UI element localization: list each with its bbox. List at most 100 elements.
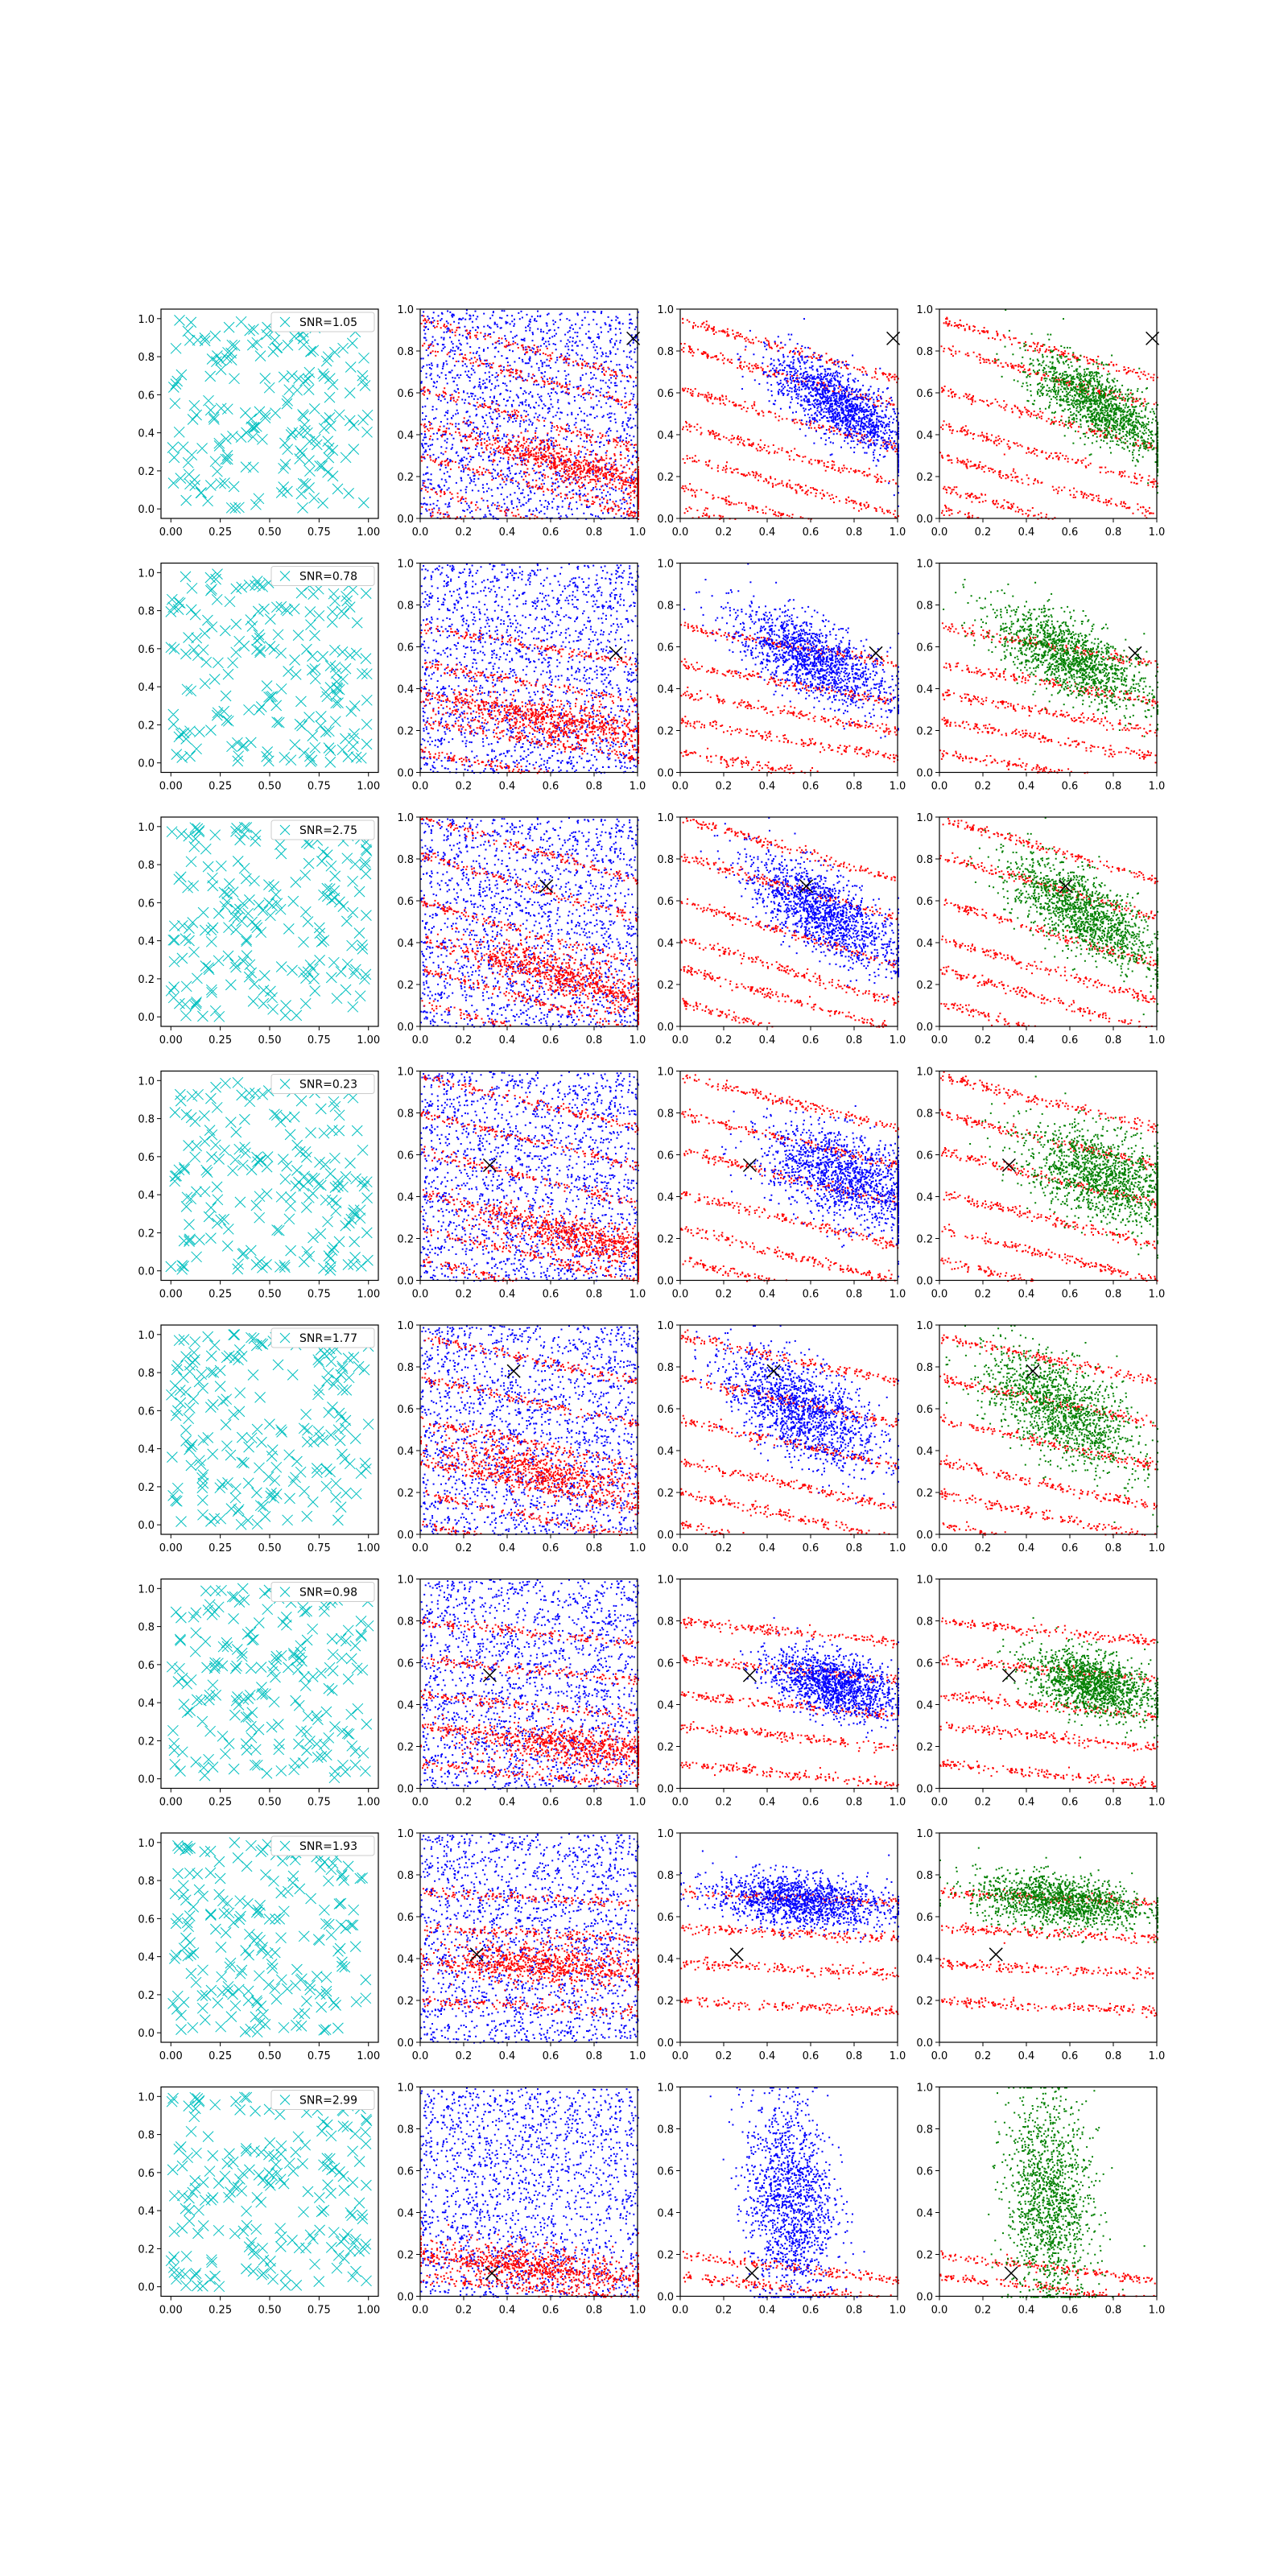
y-tick-label: 0.6 xyxy=(397,896,414,908)
y-tick-label: 0.6 xyxy=(657,1658,674,1670)
x-markers xyxy=(165,2091,374,2293)
y-tick-label: 0.4 xyxy=(916,1954,933,1966)
y-tick-label: 0.0 xyxy=(138,504,155,516)
x-tick-label: 0.2 xyxy=(456,2050,473,2062)
x-tick-label: 0.6 xyxy=(803,1542,819,1554)
x-marker xyxy=(469,1947,484,1962)
green-points xyxy=(989,1616,1158,1739)
x-tick-label: 1.00 xyxy=(357,1289,380,1301)
axes-frame xyxy=(160,1324,379,1535)
x-tick-label: 0.0 xyxy=(412,2050,429,2062)
y-tick-label: 0.4 xyxy=(138,1190,155,1202)
x-tick-label: 0.6 xyxy=(1062,2305,1079,2317)
y-tick-label: 0.2 xyxy=(916,1234,933,1246)
y-tick-label: 0.0 xyxy=(657,768,674,780)
legend-label: SNR=0.78 xyxy=(299,571,357,584)
x-tick-label: 0.0 xyxy=(931,2305,948,2317)
plot-area xyxy=(420,2087,638,2297)
red-cluster xyxy=(426,923,639,1026)
legend-label: SNR=1.05 xyxy=(299,316,357,329)
x-marker xyxy=(1026,1364,1040,1378)
legend: SNR=1.93 xyxy=(270,1835,375,1856)
x-tick-label: 0.2 xyxy=(456,1034,473,1046)
panel-row7-col3: 0.0 0.2 0.4 0.6 0.8 1.0 0.0 0.2 0.4 0.6 0.8 1.0 xyxy=(657,1828,906,2062)
y-tick-label: 1.0 xyxy=(138,1838,155,1850)
x-tick-label: 0.8 xyxy=(586,2050,603,2062)
x-tick-label: 0.25 xyxy=(208,1034,232,1046)
x-tick-label: 0.6 xyxy=(543,2050,559,2062)
x-tick-label: 0.8 xyxy=(846,2050,863,2062)
plot-area xyxy=(420,1833,638,2042)
x-tick-label: 0.50 xyxy=(258,781,282,793)
y-tick-label: 0.2 xyxy=(657,726,674,738)
x-tick-label: 0.2 xyxy=(975,1034,992,1046)
x-tick-label: 0.4 xyxy=(499,781,516,793)
y-tick-label: 0.2 xyxy=(916,1996,933,2008)
y-tick-label: 0.6 xyxy=(657,642,674,654)
x-tick-label: 1.00 xyxy=(357,2305,380,2317)
green-points xyxy=(943,579,1158,737)
y-tick-label: 0.2 xyxy=(657,980,674,992)
y-tick-label: 1.0 xyxy=(397,1320,414,1332)
green-points xyxy=(939,1847,1158,1943)
x-tick-label: 0.8 xyxy=(1105,781,1122,793)
x-marker xyxy=(989,1947,1003,1962)
panel-row3-col4: 0.0 0.2 0.4 0.6 0.8 1.0 0.0 0.2 0.4 0.6 0.8 1.0 xyxy=(916,812,1165,1046)
x-tick-label: 1.0 xyxy=(630,1542,646,1554)
x-tick-label: 0.4 xyxy=(499,1289,516,1301)
x-tick-label: 1.00 xyxy=(357,526,380,539)
x-tick-label: 1.0 xyxy=(890,1542,906,1554)
y-tick-label: 1.0 xyxy=(657,1067,674,1079)
y-tick-label: 0.2 xyxy=(397,1742,414,1754)
y-tick-label: 1.0 xyxy=(916,559,933,571)
blue-points xyxy=(740,1616,899,1739)
y-tick-label: 1.0 xyxy=(657,2083,674,2095)
y-tick-label: 0.2 xyxy=(397,2250,414,2262)
y-tick-label: 0.6 xyxy=(916,2166,933,2178)
panel-row1-col4: 0.0 0.2 0.4 0.6 0.8 1.0 0.0 0.2 0.4 0.6 0.8 1.0 xyxy=(916,304,1165,539)
y-tick-label: 0.4 xyxy=(916,1192,933,1204)
y-tick-label: 0.6 xyxy=(138,1913,155,1926)
red-points xyxy=(682,2251,899,2298)
blue-points xyxy=(683,563,899,739)
x-tick-label: 0.6 xyxy=(543,1289,559,1301)
x-tick-label: 0.8 xyxy=(846,1797,863,1809)
y-tick-label: 0.2 xyxy=(397,1234,414,1246)
y-tick-label: 1.0 xyxy=(138,1330,155,1342)
panel-row5-col4: 0.0 0.2 0.4 0.6 0.8 1.0 0.0 0.2 0.4 0.6 0.8 1.0 xyxy=(916,1320,1165,1554)
x-marker xyxy=(482,1158,497,1173)
y-tick-label: 0.4 xyxy=(916,430,933,442)
x-tick-label: 0.2 xyxy=(716,1797,733,1809)
x-tick-label: 1.0 xyxy=(1149,1797,1166,1809)
x-tick-label: 0.8 xyxy=(586,1542,603,1554)
legend-marker xyxy=(279,2095,291,2105)
x-tick-label: 0.4 xyxy=(1018,2305,1035,2317)
panel-row7-col4: 0.0 0.2 0.4 0.6 0.8 1.0 0.0 0.2 0.4 0.6 0.8 1.0 xyxy=(916,1828,1165,2062)
x-tick-label: 0.25 xyxy=(208,2305,232,2317)
x-tick-label: 1.00 xyxy=(357,781,380,793)
axes-frame xyxy=(160,1578,379,1790)
x-tick-label: 0.00 xyxy=(159,781,183,793)
x-tick-label: 0.75 xyxy=(308,1797,331,1809)
x-tick-label: 0.2 xyxy=(975,1797,992,1809)
y-tick-label: 0.0 xyxy=(138,2028,155,2040)
y-tick-label: 0.0 xyxy=(397,2037,414,2050)
y-tick-label: 0.8 xyxy=(138,1368,155,1380)
y-tick-label: 0.4 xyxy=(916,938,933,950)
x-marker xyxy=(1059,879,1073,894)
x-tick-label: 0.4 xyxy=(499,526,516,539)
blue-points xyxy=(700,817,899,999)
y-tick-label: 0.4 xyxy=(657,1192,674,1204)
legend-marker xyxy=(279,824,291,836)
x-tick-label: 0.50 xyxy=(258,1034,282,1046)
x-marker xyxy=(1128,646,1142,660)
green-points xyxy=(994,309,1158,494)
x-tick-label: 0.0 xyxy=(672,526,689,539)
red-points xyxy=(420,1075,639,1282)
x-tick-label: 1.0 xyxy=(1149,1034,1166,1046)
axes-frame xyxy=(939,816,1158,1027)
y-tick-label: 0.6 xyxy=(916,1658,933,1670)
plot-area xyxy=(939,2087,1157,2297)
x-tick-label: 0.00 xyxy=(159,1542,183,1554)
y-tick-label: 0.4 xyxy=(397,938,414,950)
